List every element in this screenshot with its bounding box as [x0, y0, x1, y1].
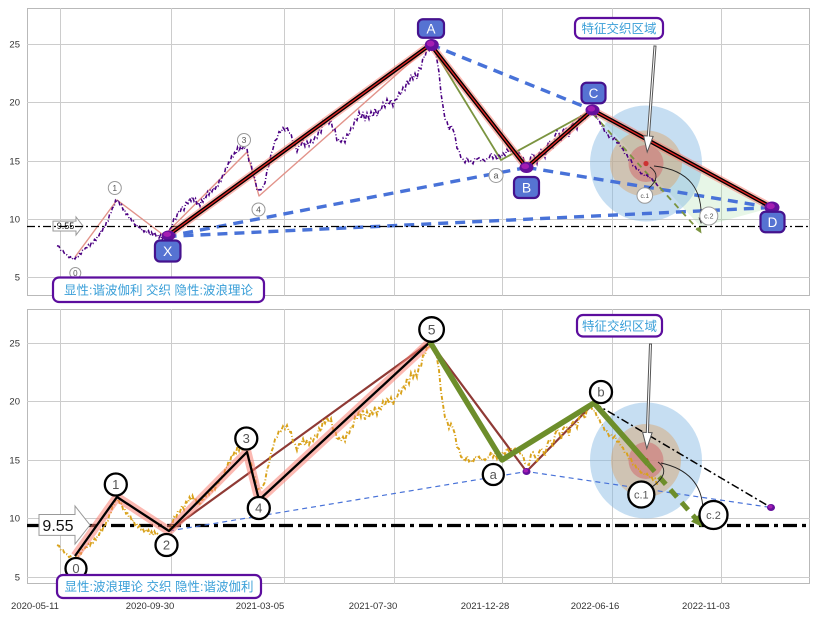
svg-text:2021-07-30: 2021-07-30	[349, 601, 398, 612]
svg-text:显性:谐波伽利 交织 隐性:波浪理论: 显性:谐波伽利 交织 隐性:波浪理论	[64, 282, 253, 297]
svg-text:1: 1	[112, 183, 117, 193]
svg-text:c.2: c.2	[704, 213, 713, 220]
svg-text:c.1: c.1	[640, 193, 649, 200]
svg-text:显性:波浪理论 交织 隐性:谐波伽利: 显性:波浪理论 交织 隐性:谐波伽利	[65, 579, 254, 594]
svg-text:5: 5	[428, 321, 436, 337]
svg-text:10: 10	[9, 215, 20, 226]
svg-text:5: 5	[15, 573, 20, 584]
svg-text:3: 3	[242, 135, 247, 145]
svg-text:5: 5	[15, 273, 20, 284]
svg-text:2022-06-16: 2022-06-16	[571, 601, 620, 612]
svg-text:2020-05-11: 2020-05-11	[11, 601, 59, 612]
svg-text:特征交织区域: 特征交织区域	[582, 318, 657, 333]
svg-text:2: 2	[163, 538, 170, 553]
svg-text:3: 3	[243, 431, 250, 446]
svg-text:9.55: 9.55	[42, 518, 73, 535]
svg-text:a: a	[493, 171, 498, 181]
svg-text:A: A	[426, 21, 435, 36]
svg-text:10: 10	[9, 514, 20, 525]
svg-text:c.1: c.1	[634, 489, 649, 501]
svg-text:1: 1	[112, 477, 119, 492]
svg-text:15: 15	[9, 157, 20, 168]
svg-text:4: 4	[255, 501, 262, 516]
svg-text:25: 25	[9, 339, 20, 350]
svg-text:a: a	[490, 467, 498, 482]
svg-text:b: b	[597, 385, 604, 400]
svg-text:B: B	[522, 180, 531, 196]
svg-text:20: 20	[9, 397, 20, 408]
svg-text:2021-03-05: 2021-03-05	[236, 601, 285, 612]
svg-text:2021-12-28: 2021-12-28	[461, 601, 510, 612]
svg-text:4: 4	[256, 204, 261, 214]
svg-text:2020-09-30: 2020-09-30	[126, 601, 175, 612]
svg-text:20: 20	[9, 98, 20, 109]
svg-text:C: C	[589, 86, 599, 101]
svg-text:0: 0	[72, 561, 79, 576]
svg-text:c.2: c.2	[706, 510, 721, 522]
svg-text:15: 15	[9, 456, 20, 467]
svg-text:25: 25	[9, 40, 20, 51]
svg-text:0: 0	[73, 269, 78, 278]
svg-text:D: D	[768, 215, 778, 230]
svg-text:2022-11-03: 2022-11-03	[682, 601, 730, 612]
svg-text:X: X	[163, 243, 173, 259]
svg-text:特征交织区域: 特征交织区域	[581, 21, 656, 36]
